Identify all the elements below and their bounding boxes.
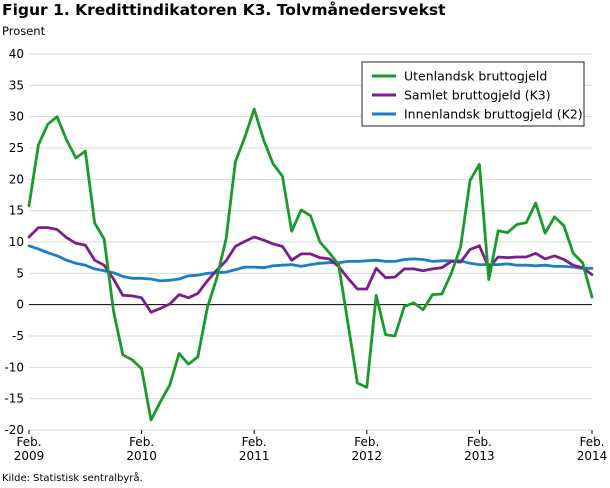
x-tick-label-month: Feb.	[354, 435, 379, 449]
series-line-samlet-bruttogjeld-k3	[27, 226, 594, 314]
chart-title: Figur 1. Kredittindikatoren K3. Tolvmåne…	[2, 1, 446, 19]
y-tick-label: 0	[16, 298, 24, 312]
y-tick-label: 30	[9, 110, 24, 124]
series-line-innenlandsk-bruttogjeld-k2	[27, 244, 594, 283]
y-tick-label: 15	[9, 204, 24, 218]
legend-box	[361, 61, 585, 127]
x-tick-labels: Feb.2009Feb.2010Feb.2011Feb.2012Feb.2013…	[14, 430, 608, 463]
y-axis-unit-label: Prosent	[2, 24, 46, 38]
x-tick-label-year: 2014	[577, 449, 608, 463]
source-note: Kilde: Statistisk sentralbyrå.	[2, 473, 143, 484]
y-tick-label: 5	[16, 266, 24, 280]
y-tick-labels: -20 -15 -10 -5 0 5 10 15 20 25 30 35 40	[4, 47, 24, 437]
x-tick-label-month: Feb.	[16, 435, 41, 449]
y-tick-label: -10	[4, 360, 24, 374]
x-tick-label-year: 2012	[352, 449, 383, 463]
y-tick-label: 20	[9, 172, 24, 186]
y-tick-label: -5	[12, 329, 24, 343]
x-tick-label-year: 2011	[239, 449, 270, 463]
x-tick-label-month: Feb.	[129, 435, 154, 449]
y-tick-label: 10	[9, 235, 24, 249]
x-tick-label-month: Feb.	[579, 435, 604, 449]
x-tick-label-year: 2010	[126, 449, 157, 463]
legend-label: Samlet bruttogjeld (K3)	[404, 88, 551, 103]
legend-label: Innenlandsk bruttogjeld (K2)	[404, 107, 583, 122]
x-tick-label-month: Feb.	[467, 435, 492, 449]
series-lines	[27, 107, 594, 422]
x-tick-label-month: Feb.	[242, 435, 267, 449]
legend: Utenlandsk bruttogjeld Samlet bruttogjeld…	[361, 61, 585, 127]
grid-lines	[29, 53, 592, 431]
y-tick-label: -15	[4, 392, 24, 406]
y-tick-label: 35	[9, 78, 24, 92]
legend-label: Utenlandsk bruttogjeld	[404, 69, 547, 84]
y-tick-label: -20	[4, 423, 24, 437]
x-tick-label-year: 2009	[14, 449, 45, 463]
x-tick-label-year: 2013	[464, 449, 495, 463]
y-tick-label: 40	[9, 47, 24, 61]
series-line-utenlandsk-bruttogjeld	[27, 107, 594, 422]
y-tick-label: 25	[9, 141, 24, 155]
